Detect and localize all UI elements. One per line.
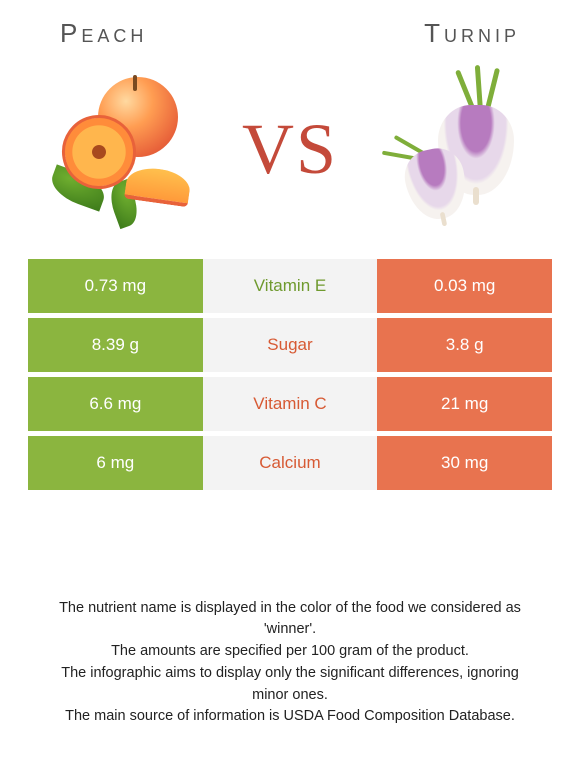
footer-line: The main source of information is USDA F…: [44, 706, 536, 728]
table-row: 0.73 mg Vitamin E 0.03 mg: [28, 259, 552, 313]
right-value-cell: 30 mg: [377, 436, 552, 490]
left-value-cell: 6 mg: [28, 436, 203, 490]
nutrient-name-cell: Sugar: [203, 318, 378, 372]
table-row: 8.39 g Sugar 3.8 g: [28, 318, 552, 372]
footer-line: The nutrient name is displayed in the co…: [44, 598, 536, 642]
nutrient-name-cell: Vitamin E: [203, 259, 378, 313]
right-value-cell: 0.03 mg: [377, 259, 552, 313]
left-value-cell: 6.6 mg: [28, 377, 203, 431]
footer-notes: The nutrient name is displayed in the co…: [0, 598, 580, 729]
table-row: 6 mg Calcium 30 mg: [28, 436, 552, 490]
comparison-table: 0.73 mg Vitamin E 0.03 mg 8.39 g Sugar 3…: [28, 259, 552, 490]
right-value-cell: 21 mg: [377, 377, 552, 431]
footer-line: The infographic aims to display only the…: [44, 663, 536, 707]
left-value-cell: 8.39 g: [28, 318, 203, 372]
illustration-row: VS: [0, 49, 580, 259]
peach-illustration: [40, 69, 200, 229]
vs-text: VS: [242, 108, 338, 191]
footer-line: The amounts are specified per 100 gram o…: [44, 641, 536, 663]
left-food-title: Peach: [60, 18, 147, 49]
right-food-title: Turnip: [424, 18, 520, 49]
left-value-cell: 0.73 mg: [28, 259, 203, 313]
right-value-cell: 3.8 g: [377, 318, 552, 372]
table-row: 6.6 mg Vitamin C 21 mg: [28, 377, 552, 431]
nutrient-name-cell: Vitamin C: [203, 377, 378, 431]
header-row: Peach Turnip: [0, 0, 580, 49]
nutrient-name-cell: Calcium: [203, 436, 378, 490]
turnip-illustration: [380, 69, 540, 229]
